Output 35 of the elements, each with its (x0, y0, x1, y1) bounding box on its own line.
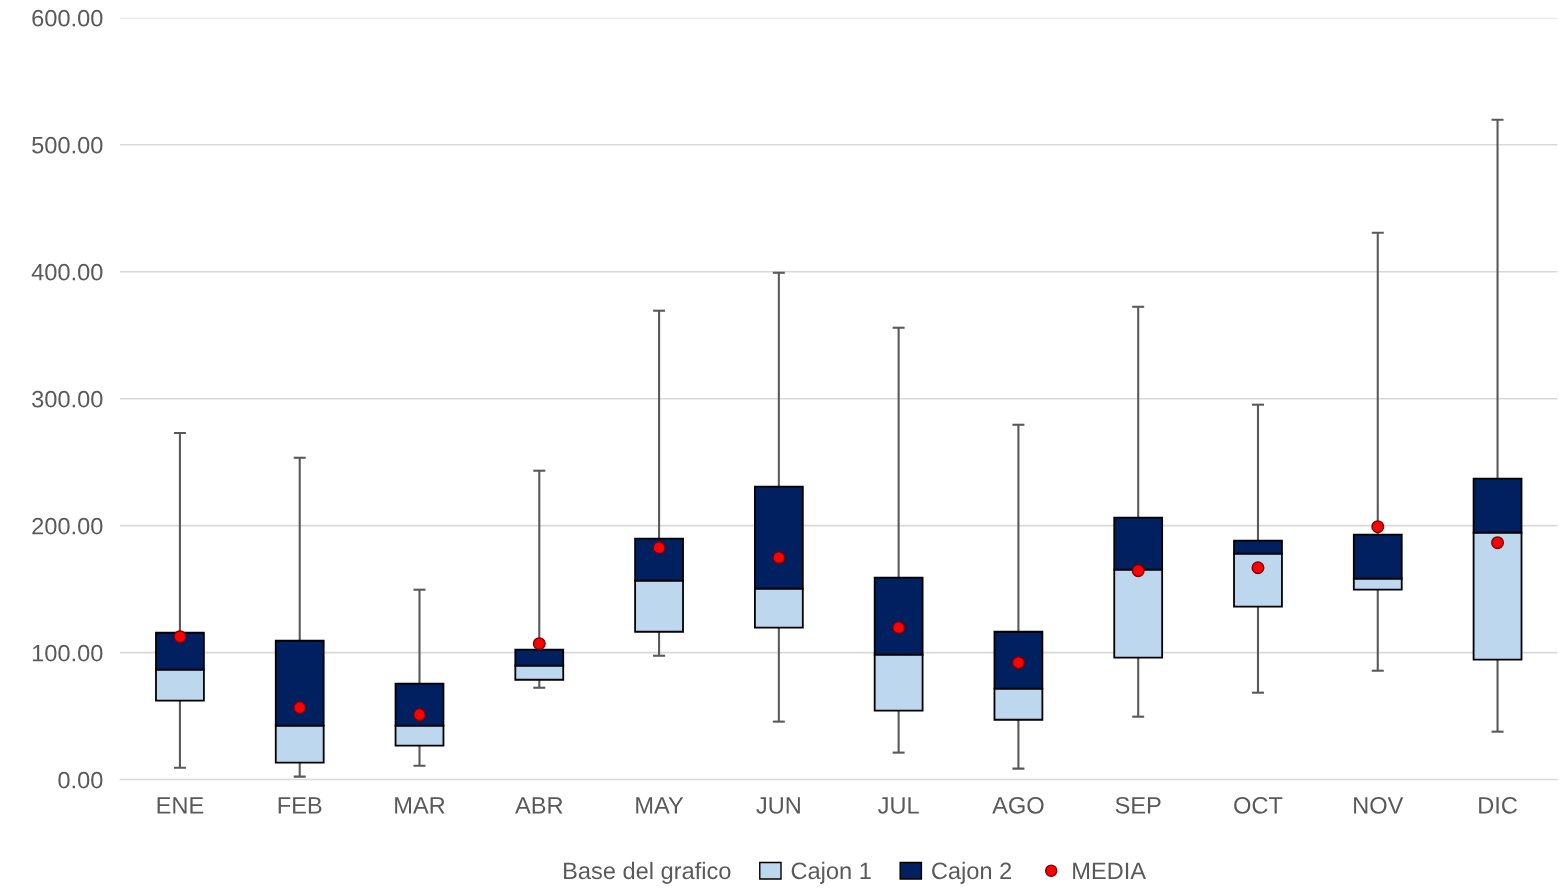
legend-label: Cajon 2 (932, 861, 1012, 884)
point (532, 637, 546, 651)
x-tick-label: ENE (157, 797, 204, 814)
point (892, 621, 906, 635)
point (652, 541, 666, 555)
x-tick-label: NOV (1354, 796, 1404, 814)
y-tick-label: 500.00 (32, 136, 103, 154)
point (173, 630, 187, 644)
x-tick-label: JUL (878, 797, 919, 814)
point (1131, 564, 1145, 578)
x-tick-label: SEP (1115, 796, 1161, 814)
point (1011, 656, 1025, 670)
x-tick-label: MAY (636, 797, 684, 814)
point (1251, 561, 1265, 575)
legend-label: Cajon 1 (791, 861, 871, 884)
x-tick-label: JUN (756, 797, 800, 814)
legend-label: MEDIA (1073, 862, 1146, 879)
y-tick-label: 200.00 (32, 517, 103, 535)
y-tick-label: 100.00 (32, 644, 103, 662)
x-tick-label: AGO (992, 796, 1044, 814)
y-tick-label: 300.00 (32, 390, 103, 408)
point (293, 701, 307, 715)
x-tick-label: ABR (515, 797, 563, 814)
point (1491, 536, 1505, 550)
x-tick-label: MAR (395, 797, 445, 814)
point (772, 551, 786, 565)
x-tick-label: OCT (1234, 796, 1283, 814)
point (1371, 520, 1385, 534)
x-tick-label: DIC (1479, 796, 1517, 814)
y-tick-label: 0.00 (58, 771, 103, 789)
y-tick-label: 400.00 (31, 263, 103, 281)
point (412, 708, 427, 722)
legend-title: Base del grafico (564, 861, 731, 884)
x-tick-label: FEB (278, 797, 322, 814)
y-tick-label: 600.00 (32, 9, 103, 27)
